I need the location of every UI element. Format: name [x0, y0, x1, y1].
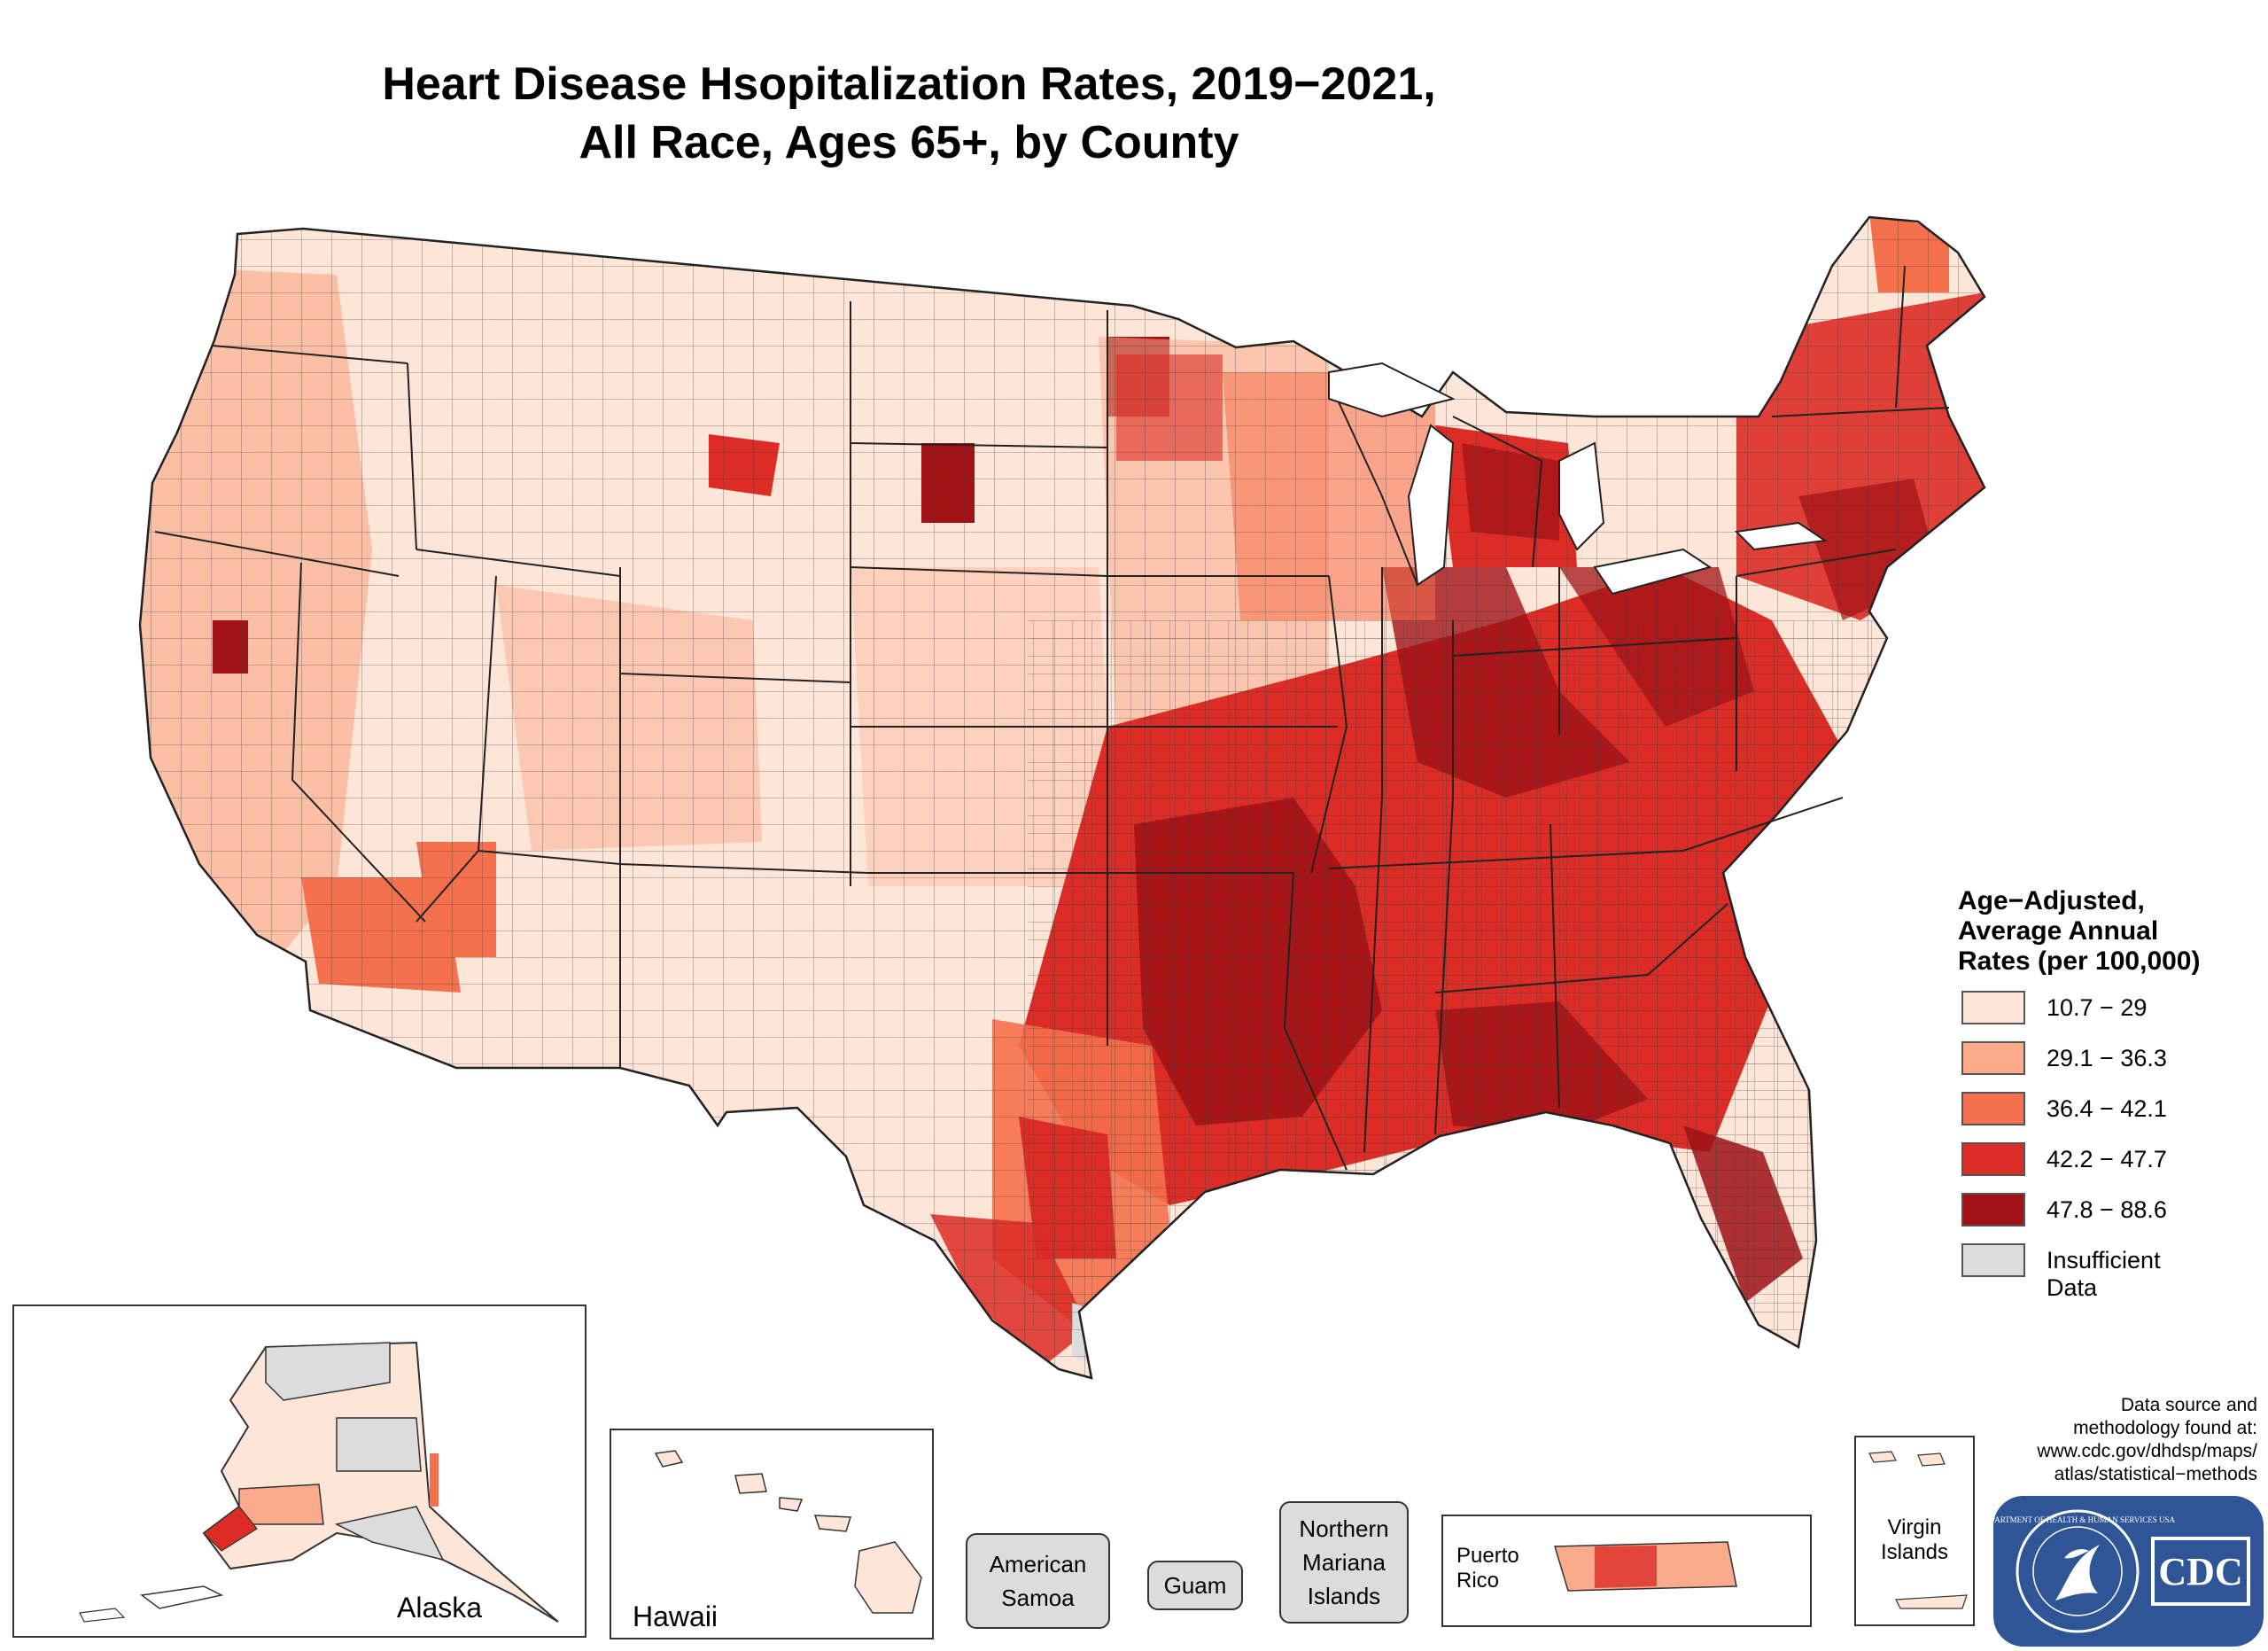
northern-mariana-line-1: Northern [1299, 1515, 1389, 1542]
american-samoa-line-2: Samoa [1001, 1585, 1075, 1611]
map-title: Heart Disease Hsopitalization Rates, 201… [0, 55, 1818, 172]
northern-mariana-islands-box: Northern Mariana Islands [1279, 1501, 1409, 1624]
legend-item: 36.4 − 42.1 [1958, 1092, 2201, 1142]
american-samoa-line-1: American [989, 1551, 1087, 1577]
hhs-ring-text: DEPARTMENT OF HEALTH & HUMAN SERVICES US… [1993, 1515, 2175, 1524]
northern-mariana-line-3: Islands [1307, 1583, 1381, 1609]
legend-item: 10.7 − 29 [1958, 991, 2201, 1041]
legend-item: Insufficient Data [1958, 1243, 2201, 1301]
hawaii-inset [610, 1429, 934, 1639]
alaska-inset [12, 1304, 586, 1638]
legend-title: Age−Adjusted, Average Annual Rates (per … [1958, 886, 2201, 977]
legend-rows: 10.7 − 29 29.1 − 36.3 36.4 − 42.1 42.2 −… [1958, 991, 2201, 1301]
legend-swatch [1961, 1193, 2025, 1227]
source-note-line-3: www.cdc.gov/dhdsp/maps/ [2037, 1441, 2257, 1461]
map-title-line-2: All Race, Ages 65+, by County [579, 117, 1239, 168]
legend-label: 36.4 − 42.1 [2047, 1095, 2167, 1122]
legend-swatch [1961, 991, 2025, 1024]
legend-title-line-2: Average Annual [1958, 916, 2159, 946]
legend-swatch [1961, 1041, 2025, 1075]
state-boundary-layer [138, 215, 1986, 1380]
legend-label: Insufficient Data [2047, 1247, 2161, 1301]
puerto-rico-label: Puerto Rico [1456, 1544, 1519, 1593]
legend-swatch [1961, 1142, 2025, 1176]
legend-swatch [1961, 1092, 2025, 1125]
virgin-islands-label: Virgin Islands [1859, 1515, 1970, 1565]
legend-label: 42.2 − 47.7 [2047, 1146, 2167, 1172]
legend-title-line-3: Rates (per 100,000) [1958, 946, 2201, 976]
puerto-rico-inset [1441, 1515, 1812, 1627]
virgin-islands-inset [1854, 1436, 1975, 1626]
virgin-islands-label-line-1: Virgin [1887, 1515, 1942, 1539]
source-note-line-4: atlas/statistical−methods [2054, 1464, 2257, 1484]
legend-label: 10.7 − 29 [2047, 994, 2148, 1021]
legend-title-line-1: Age−Adjusted, [1958, 886, 2145, 915]
source-note-line-2: methodology found at: [2073, 1418, 2257, 1438]
map-title-line-1: Heart Disease Hsopitalization Rates, 201… [382, 58, 1436, 110]
puerto-rico-label-line-1: Puerto [1456, 1544, 1519, 1568]
cdc-logo-badge: CDC DEPARTMENT OF HEALTH & HUMAN SERVICE… [1980, 1496, 2264, 1647]
legend-swatch [1961, 1243, 2025, 1277]
alaska-label: Alaska [397, 1592, 483, 1624]
american-samoa-box: American Samoa [966, 1533, 1110, 1629]
northern-mariana-line-2: Mariana [1302, 1549, 1386, 1576]
guam-label: Guam [1163, 1572, 1227, 1599]
puerto-rico-label-line-2: Rico [1456, 1569, 1500, 1593]
data-source-note: Data source and methodology found at: ww… [1825, 1394, 2257, 1486]
legend-label: 29.1 − 36.3 [2047, 1045, 2167, 1071]
source-note-line-1: Data source and [2120, 1395, 2257, 1415]
virgin-islands-label-line-2: Islands [1880, 1540, 1949, 1564]
legend-label: 47.8 − 88.6 [2047, 1196, 2167, 1223]
guam-box: Guam [1147, 1561, 1243, 1610]
hhs-seal-icon: CDC DEPARTMENT OF HEALTH & HUMAN SERVICE… [1980, 1509, 2250, 1633]
great-lakes [1328, 362, 1828, 596]
legend: Age−Adjusted, Average Annual Rates (per … [1958, 886, 2201, 1301]
legend-item: 47.8 − 88.6 [1958, 1193, 2201, 1243]
cdc-logo-text: CDC [2158, 1550, 2242, 1593]
legend-item: 42.2 − 47.7 [1958, 1142, 2201, 1193]
legend-item: 29.1 − 36.3 [1958, 1041, 2201, 1092]
hawaii-label: Hawaii [633, 1600, 718, 1632]
